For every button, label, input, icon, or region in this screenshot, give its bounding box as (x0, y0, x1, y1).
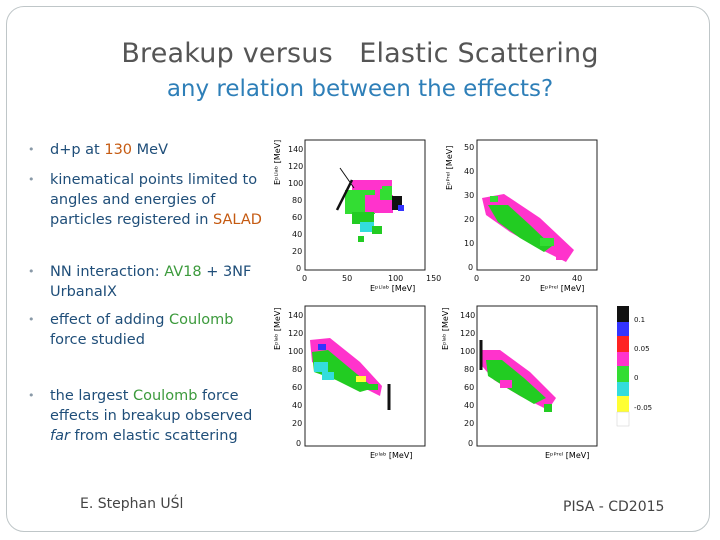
bullet-1-energy: 130 (104, 142, 133, 158)
bullet-dot-icon: • (28, 265, 35, 278)
bullet-3-potential: AV18 (164, 264, 202, 280)
bullet-4-coulomb: Coulomb (169, 312, 234, 328)
bullet-5: • the largest Coulomb force effects in b… (28, 386, 263, 446)
bullet-5-coulomb: Coulomb (133, 388, 198, 404)
bullet-dot-icon: • (28, 143, 35, 156)
bullet-5-post: from elastic scattering (69, 428, 238, 444)
bullet-1-pre: d+p at (50, 142, 105, 158)
bullet-3-line2: UrbanaIX (50, 284, 117, 300)
footer-conference: PISA - CD2015 (563, 499, 665, 515)
slide-frame (6, 6, 710, 532)
bullet-2-text: kinematical points limited to angles and… (50, 172, 258, 228)
bullet-1-post: MeV (132, 142, 169, 158)
bullet-dot-icon: • (28, 173, 35, 186)
bullet-2: • kinematical points limited to angles a… (28, 170, 263, 230)
bullet-5-pre: the largest (50, 388, 133, 404)
bullet-5-mid: force effects in breakup observed (50, 388, 253, 424)
slide-title: Breakup versus Elastic Scattering (121, 38, 599, 69)
slide-subtitle: any relation between the effects? (166, 76, 554, 102)
bullet-3-pre: NN interaction: (50, 264, 165, 280)
acceptance-annotation: acceptance for el.scatt (320, 146, 396, 169)
bullet-3-mid: + 3NF (201, 264, 252, 280)
footer-author: E. Stephan UŚl (80, 496, 184, 512)
bullet-4: • effect of adding Coulomb force studied (28, 310, 263, 350)
bullet-dot-icon: • (28, 389, 35, 402)
bullet-dot-icon: • (28, 313, 35, 326)
bullet-1: • d+p at 130 MeV (28, 140, 263, 160)
bullet-5-italic: far (50, 428, 70, 444)
bullet-4-pre: effect of adding (50, 312, 170, 328)
bullet-2-tail: SALAD (213, 212, 262, 228)
bullet-4-post: force studied (50, 332, 145, 348)
bullet-3: • NN interaction: AV18 + 3NF UrbanaIX (28, 262, 263, 302)
